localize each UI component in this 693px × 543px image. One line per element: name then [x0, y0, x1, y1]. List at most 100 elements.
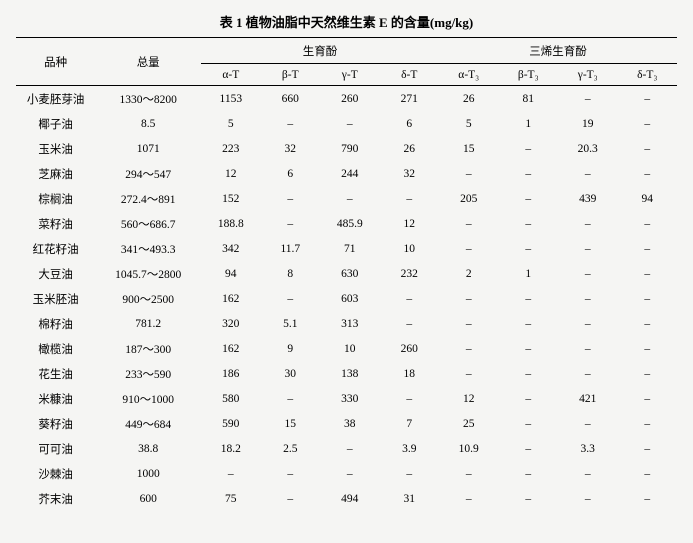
- cell-total: 1000: [95, 461, 201, 486]
- cell-value: –: [558, 336, 617, 361]
- cell-value: 590: [201, 411, 260, 436]
- cell-value: 494: [320, 486, 379, 511]
- header-sub-3: δ-T: [380, 64, 439, 86]
- cell-value: –: [558, 311, 617, 336]
- cell-value: 260: [320, 86, 379, 112]
- cell-value: 320: [201, 311, 260, 336]
- cell-value: 205: [439, 186, 498, 211]
- cell-value: –: [617, 236, 677, 261]
- cell-value: –: [617, 461, 677, 486]
- cell-value: 5: [439, 111, 498, 136]
- cell-name: 花生油: [16, 361, 95, 386]
- header-variety: 品种: [16, 38, 95, 86]
- cell-value: –: [498, 336, 557, 361]
- cell-value: –: [498, 136, 557, 161]
- cell-value: 15: [261, 411, 320, 436]
- cell-value: 18.2: [201, 436, 260, 461]
- cell-name: 玉米油: [16, 136, 95, 161]
- cell-value: –: [498, 461, 557, 486]
- cell-value: 19: [558, 111, 617, 136]
- cell-value: –: [558, 286, 617, 311]
- cell-value: 580: [201, 386, 260, 411]
- cell-value: 162: [201, 336, 260, 361]
- cell-value: 188.8: [201, 211, 260, 236]
- cell-total: 600: [95, 486, 201, 511]
- table-row: 橄榄油187～300162910260––––: [16, 336, 677, 361]
- cell-value: –: [617, 411, 677, 436]
- cell-total: 910～1000: [95, 386, 201, 411]
- cell-value: 71: [320, 236, 379, 261]
- cell-total: 272.4～891: [95, 186, 201, 211]
- cell-name: 玉米胚油: [16, 286, 95, 311]
- table-row: 棕榈油272.4～891152–––205–43994: [16, 186, 677, 211]
- cell-value: 94: [201, 261, 260, 286]
- cell-value: 12: [439, 386, 498, 411]
- cell-value: –: [201, 461, 260, 486]
- cell-total: 1330～8200: [95, 86, 201, 112]
- table-row: 花生油233～5901863013818––––: [16, 361, 677, 386]
- cell-value: –: [380, 386, 439, 411]
- cell-value: 485.9: [320, 211, 379, 236]
- table-row: 大豆油1045.7～280094863023221––: [16, 261, 677, 286]
- cell-value: 81: [498, 86, 557, 112]
- cell-value: –: [558, 86, 617, 112]
- cell-value: 30: [261, 361, 320, 386]
- cell-value: 20.3: [558, 136, 617, 161]
- cell-value: –: [261, 186, 320, 211]
- cell-name: 米糠油: [16, 386, 95, 411]
- cell-value: –: [558, 411, 617, 436]
- cell-value: –: [261, 486, 320, 511]
- cell-value: 11.7: [261, 236, 320, 261]
- cell-value: 342: [201, 236, 260, 261]
- cell-value: 439: [558, 186, 617, 211]
- cell-value: 232: [380, 261, 439, 286]
- cell-value: 31: [380, 486, 439, 511]
- cell-total: 1045.7～2800: [95, 261, 201, 286]
- cell-value: 421: [558, 386, 617, 411]
- cell-value: –: [498, 486, 557, 511]
- cell-value: –: [558, 161, 617, 186]
- cell-total: 8.5: [95, 111, 201, 136]
- header-sub-5: β-T₃: [498, 64, 557, 86]
- cell-value: 32: [261, 136, 320, 161]
- cell-value: –: [439, 286, 498, 311]
- cell-value: 186: [201, 361, 260, 386]
- cell-value: –: [558, 461, 617, 486]
- cell-value: 2: [439, 261, 498, 286]
- cell-name: 菜籽油: [16, 211, 95, 236]
- header-group-tocotrienol: 三烯生育酚: [439, 38, 677, 64]
- cell-value: –: [558, 261, 617, 286]
- cell-value: 152: [201, 186, 260, 211]
- cell-value: 260: [380, 336, 439, 361]
- cell-value: –: [380, 311, 439, 336]
- cell-value: 162: [201, 286, 260, 311]
- cell-value: –: [320, 186, 379, 211]
- cell-value: 8: [261, 261, 320, 286]
- cell-total: 233～590: [95, 361, 201, 386]
- cell-value: –: [439, 236, 498, 261]
- cell-value: 94: [617, 186, 677, 211]
- cell-value: –: [558, 211, 617, 236]
- cell-value: 1: [498, 111, 557, 136]
- cell-total: 294～547: [95, 161, 201, 186]
- cell-value: –: [617, 211, 677, 236]
- table-row: 菜籽油560～686.7188.8–485.912––––: [16, 211, 677, 236]
- cell-value: –: [617, 386, 677, 411]
- cell-value: 313: [320, 311, 379, 336]
- cell-value: –: [439, 361, 498, 386]
- cell-value: –: [617, 136, 677, 161]
- table-row: 小麦胚芽油1330～820011536602602712681––: [16, 86, 677, 112]
- cell-value: –: [439, 486, 498, 511]
- table-title: 表 1 植物油脂中天然维生素 E 的含量(mg/kg): [16, 12, 677, 31]
- cell-name: 小麦胚芽油: [16, 86, 95, 112]
- cell-value: 26: [380, 136, 439, 161]
- cell-value: 10: [320, 336, 379, 361]
- cell-value: –: [439, 211, 498, 236]
- cell-value: 38: [320, 411, 379, 436]
- cell-value: 5.1: [261, 311, 320, 336]
- cell-name: 橄榄油: [16, 336, 95, 361]
- cell-value: 3.9: [380, 436, 439, 461]
- cell-value: 25: [439, 411, 498, 436]
- cell-value: 790: [320, 136, 379, 161]
- cell-name: 可可油: [16, 436, 95, 461]
